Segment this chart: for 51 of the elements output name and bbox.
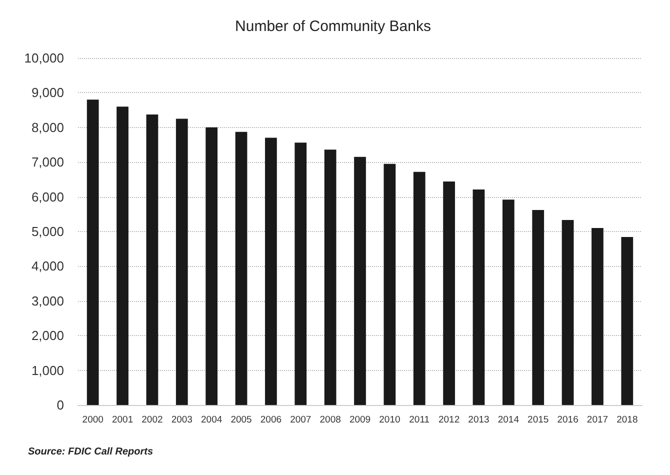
x-tick-label: 2008 [320, 414, 341, 426]
bar [176, 118, 188, 405]
x-tick-label: 2006 [260, 414, 282, 426]
bar [146, 114, 158, 405]
x-tick-label: 2002 [142, 414, 163, 426]
bar [354, 156, 366, 405]
x-tick-label: 2018 [616, 414, 638, 426]
bar [592, 228, 604, 405]
y-tick-label: 4,000 [31, 258, 64, 274]
x-tick-label: 2016 [557, 414, 578, 426]
y-tick-label: 10,000 [24, 50, 64, 66]
x-tick-label: 2007 [290, 414, 312, 426]
bar [532, 210, 544, 405]
bar [443, 182, 455, 405]
bar [324, 150, 336, 405]
y-tick-label: 0 [56, 398, 64, 412]
bar [502, 200, 514, 405]
chart-title: Number of Community Banks [235, 18, 431, 35]
x-tick-label: 2011 [409, 414, 430, 426]
y-tick-label: 2,000 [31, 328, 64, 344]
x-tick-label: 2010 [379, 414, 400, 426]
y-tick-label: 7,000 [31, 154, 64, 170]
x-tick-label: 2017 [586, 414, 608, 426]
y-tick-label: 3,000 [31, 293, 64, 308]
y-tick-label: 1,000 [31, 362, 64, 378]
y-tick-label: 9,000 [31, 85, 64, 100]
x-tick-label: 2013 [468, 414, 490, 426]
bar [413, 172, 426, 405]
bar [86, 100, 99, 405]
bar [206, 127, 218, 405]
x-tick-label: 2000 [82, 414, 104, 426]
x-tick-label: 2004 [201, 414, 222, 426]
x-tick-label: 2012 [438, 414, 460, 426]
y-tick-label: 5,000 [31, 224, 64, 239]
x-tick-label: 2015 [528, 414, 549, 426]
bar [472, 190, 485, 405]
bar [562, 220, 574, 405]
bar [235, 132, 248, 405]
bar [116, 106, 128, 405]
bar [384, 164, 396, 405]
bar [294, 142, 307, 405]
x-tick-label: 2009 [349, 414, 371, 426]
y-tick-label: 6,000 [31, 189, 64, 204]
y-tick-label: 8,000 [31, 120, 64, 135]
bar [265, 138, 277, 405]
x-tick-label: 2001 [112, 414, 134, 426]
x-tick-label: 2003 [171, 414, 192, 426]
x-tick-label: 2005 [230, 414, 252, 426]
bar [621, 237, 634, 405]
x-tick-label: 2014 [498, 414, 519, 426]
source-note: Source: FDIC Call Reports [28, 446, 154, 458]
